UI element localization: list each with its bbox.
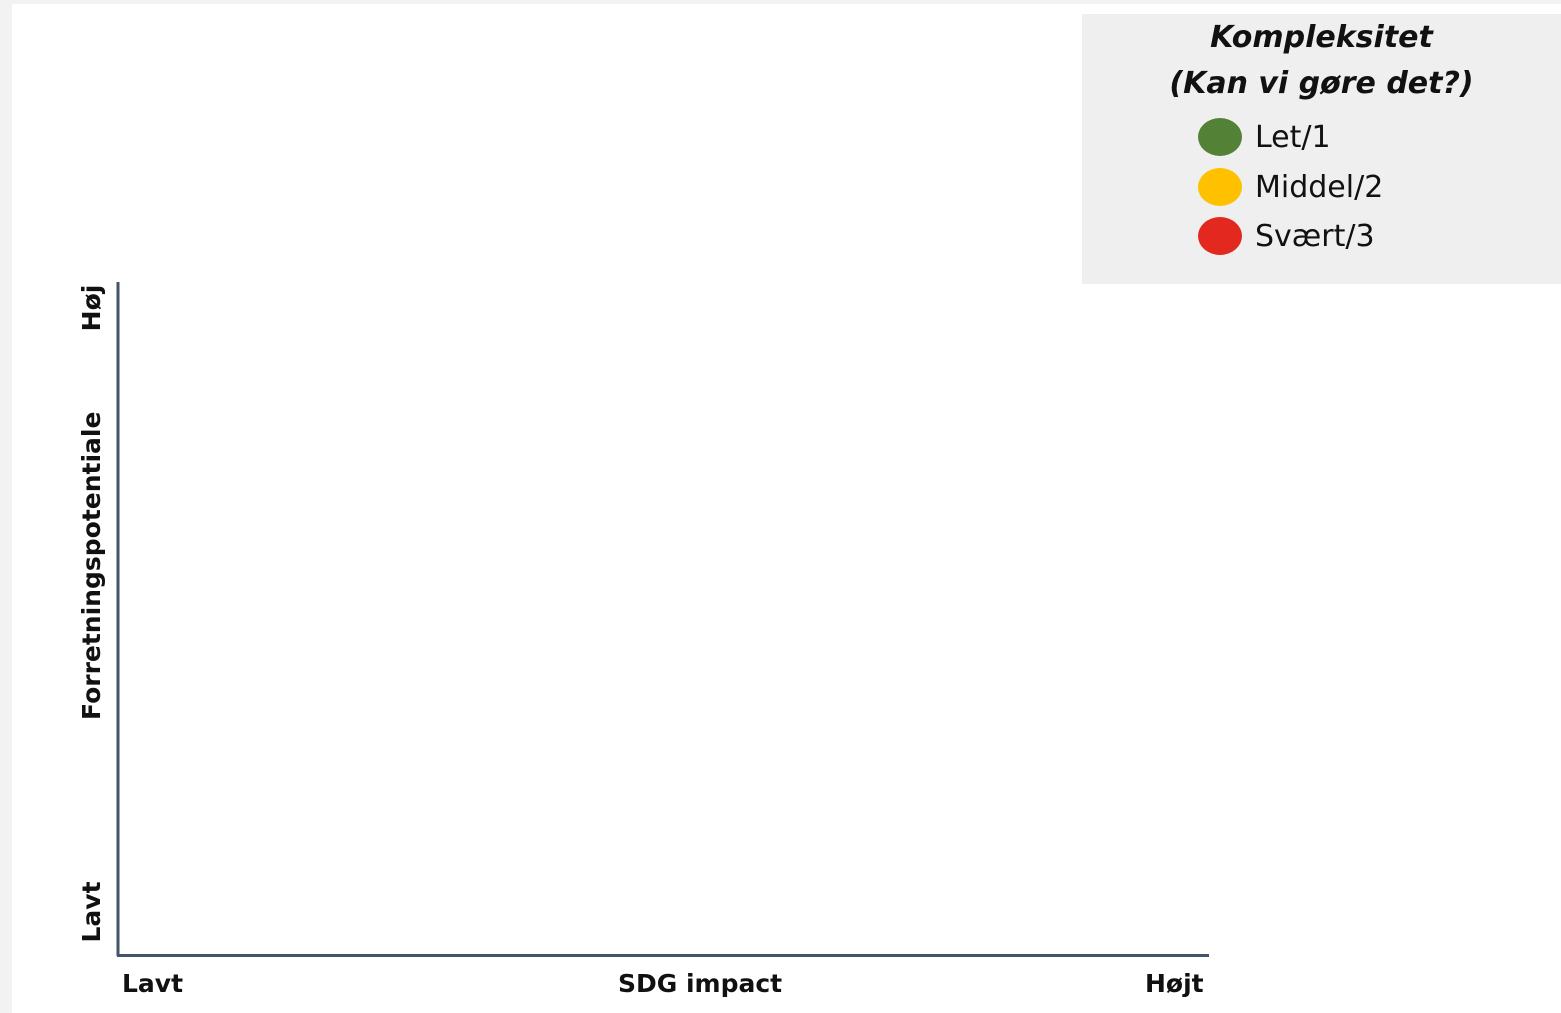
legend-item-easy: Let/1 xyxy=(1198,117,1331,157)
complexity-legend: Kompleksitet (Kan vi gøre det?) Let/1 Mi… xyxy=(1082,14,1561,284)
y-axis-low-label: Lavt xyxy=(77,881,106,943)
y-axis-high-label: Høj xyxy=(77,284,106,332)
x-axis-title: SDG impact xyxy=(618,969,783,998)
legend-item-label: Let/1 xyxy=(1255,119,1331,155)
legend-item-label: Middel/2 xyxy=(1255,169,1384,205)
yellow-dot-icon xyxy=(1198,168,1242,206)
legend-item-hard: Svært/3 xyxy=(1198,216,1375,256)
x-axis-low-label: Lavt xyxy=(122,969,184,998)
legend-item-label: Svært/3 xyxy=(1255,218,1375,254)
y-axis-title: Forretningspotentiale xyxy=(77,411,106,720)
legend-title: Kompleksitet xyxy=(1210,20,1433,55)
legend-subtitle: (Kan vi gøre det?) xyxy=(1169,66,1474,101)
green-dot-icon xyxy=(1198,118,1242,156)
x-axis-high-label: Højt xyxy=(1145,969,1204,998)
legend-item-medium: Middel/2 xyxy=(1198,167,1383,207)
red-dot-icon xyxy=(1198,217,1242,255)
